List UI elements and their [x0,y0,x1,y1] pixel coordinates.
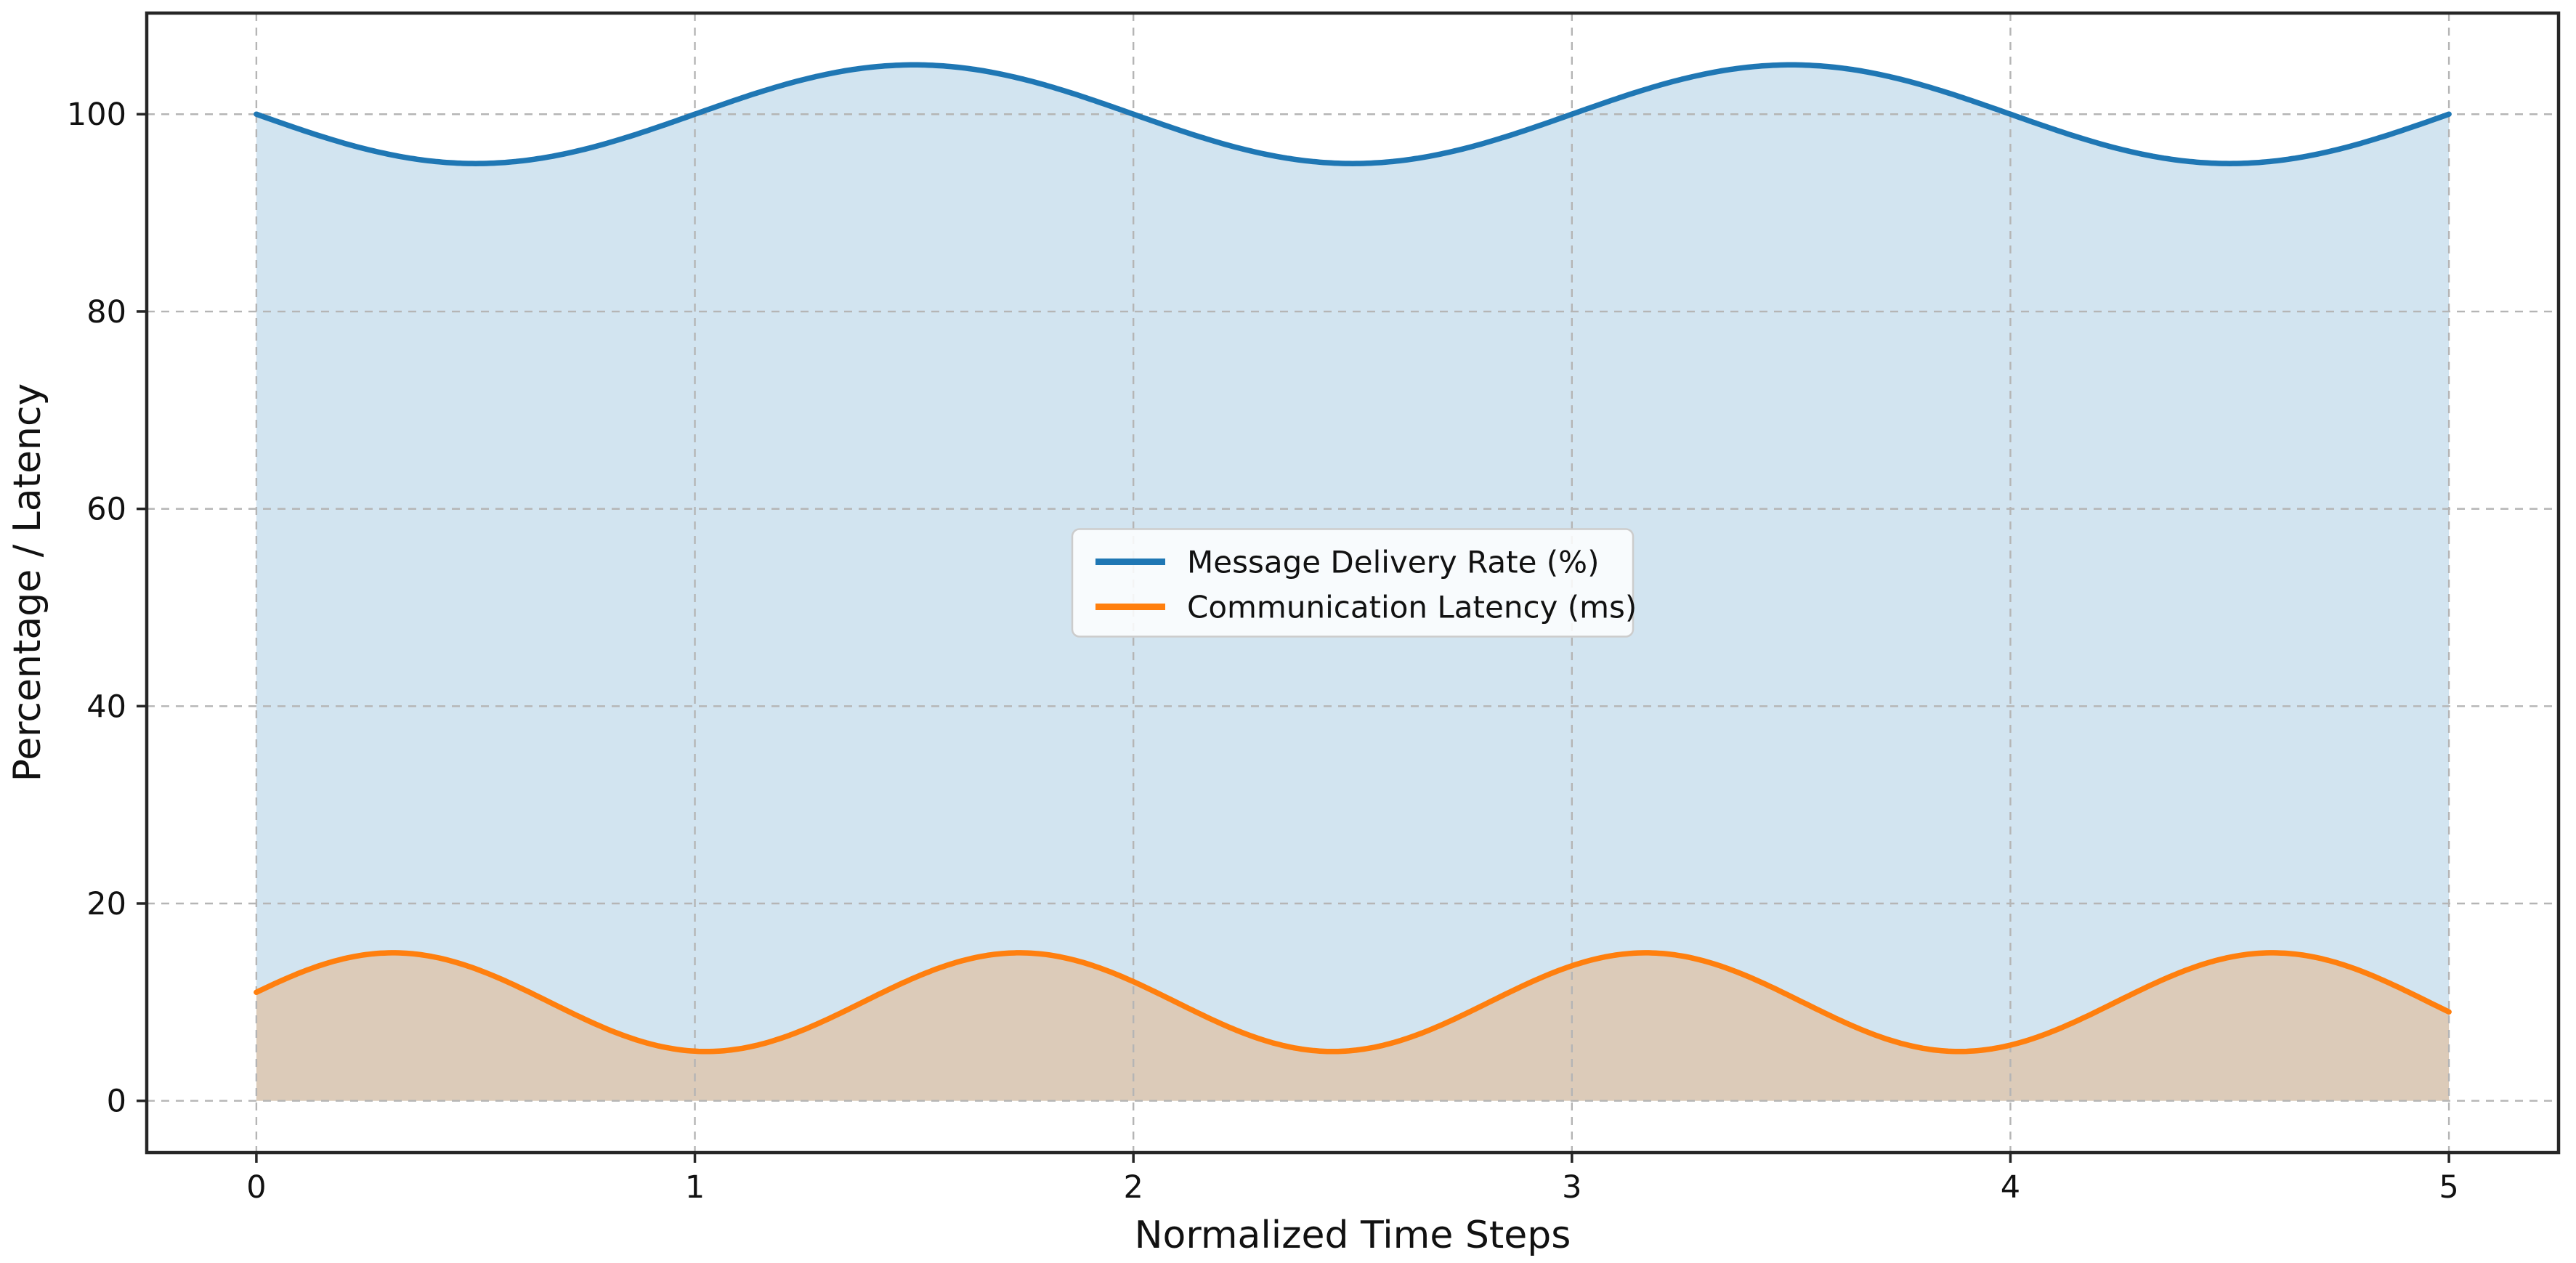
y-tick-label-60: 60 [86,492,126,528]
series-line-layer [254,62,2452,1055]
x-axis-label: Normalized Time Steps [1135,1214,1571,1257]
y-tick-label-0: 0 [107,1084,126,1120]
legend-label-latency: Communication Latency (ms) [1187,590,1637,625]
legend-item-delivery-rate: Message Delivery Rate (%) [1095,545,1599,580]
plot-border [145,11,2561,1155]
x-tick-label-2: 2 [1124,1169,1143,1206]
series-fill-1 [256,952,2450,1101]
legend: Message Delivery Rate (%) Communication … [1071,528,1637,638]
x-tick-label-4: 4 [2001,1169,2020,1206]
y-tick-label-100: 100 [67,97,126,133]
x-tick-label-0: 0 [246,1169,266,1206]
x-tick-label-3: 3 [1562,1169,1581,1206]
x-tick-label-1: 1 [685,1169,705,1206]
series-curve-0 [254,62,2452,166]
y-tick-label-40: 40 [86,689,126,725]
y-tick-label-80: 80 [86,294,126,330]
grid-layer [147,13,2559,1153]
y-axis-ticks: 0 20 40 60 80 100 [67,97,147,1120]
y-tick-label-20: 20 [86,886,126,922]
y-axis-label: Percentage / Latency [6,383,49,782]
legend-box [1071,528,1635,638]
series-curve-1 [254,950,2452,1055]
legend-label-delivery-rate: Message Delivery Rate (%) [1187,545,1599,580]
x-axis-ticks: 0 1 2 3 4 5 [246,1153,2459,1206]
legend-item-latency: Communication Latency (ms) [1095,590,1637,625]
x-tick-label-5: 5 [2439,1169,2458,1206]
